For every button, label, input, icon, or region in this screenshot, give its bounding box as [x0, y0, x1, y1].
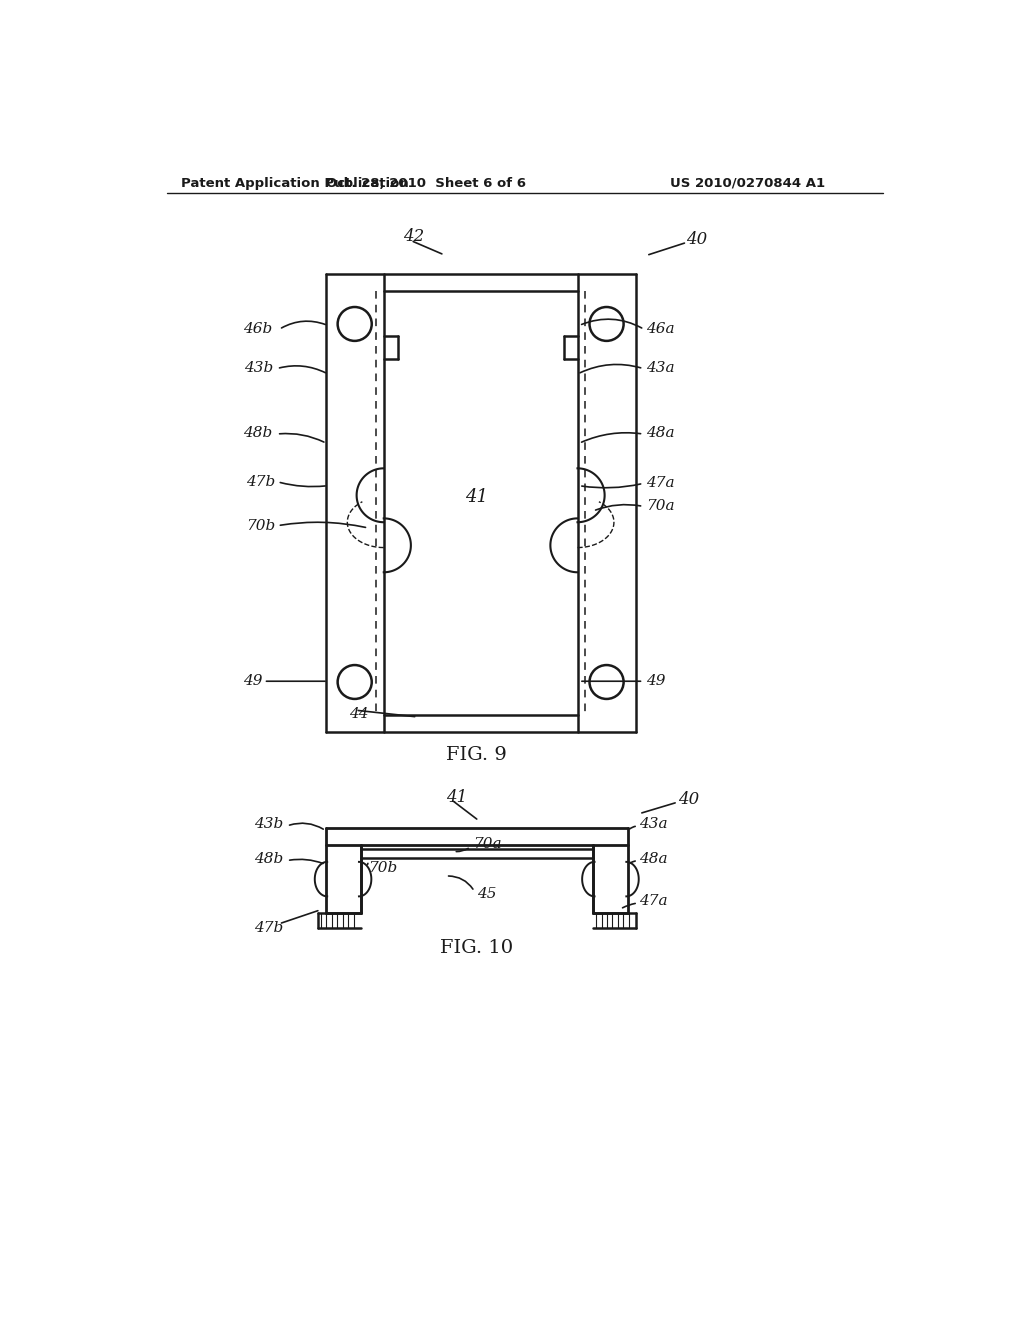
Text: 70b: 70b: [246, 519, 275, 533]
Text: 46b: 46b: [243, 322, 272, 337]
Text: 47b: 47b: [254, 921, 284, 936]
Text: Oct. 28, 2010  Sheet 6 of 6: Oct. 28, 2010 Sheet 6 of 6: [327, 177, 526, 190]
Text: 41: 41: [465, 488, 488, 506]
Text: 47a: 47a: [646, 477, 675, 490]
Text: 48b: 48b: [243, 426, 272, 441]
Text: 43a: 43a: [640, 817, 668, 832]
Text: 49: 49: [243, 675, 262, 688]
Text: US 2010/0270844 A1: US 2010/0270844 A1: [671, 177, 825, 190]
Text: 44: 44: [349, 708, 369, 721]
Text: 70b: 70b: [369, 862, 397, 875]
Text: 48a: 48a: [640, 853, 668, 866]
Text: 70a: 70a: [473, 837, 502, 850]
Text: 48b: 48b: [254, 853, 284, 866]
Text: 49: 49: [646, 675, 666, 688]
Text: 40: 40: [678, 791, 699, 808]
Text: 43b: 43b: [245, 360, 273, 375]
Text: 43a: 43a: [646, 360, 675, 375]
Text: 45: 45: [477, 887, 497, 900]
Text: 40: 40: [686, 231, 708, 248]
Text: FIG. 10: FIG. 10: [440, 939, 513, 957]
Text: FIG. 9: FIG. 9: [446, 746, 507, 764]
Text: Patent Application Publication: Patent Application Publication: [180, 177, 409, 190]
Text: 46a: 46a: [646, 322, 675, 337]
Text: 47b: 47b: [246, 475, 275, 488]
Text: 42: 42: [403, 228, 424, 246]
Text: 70a: 70a: [646, 499, 675, 513]
Text: 47a: 47a: [640, 895, 668, 908]
Text: 41: 41: [445, 789, 467, 807]
Text: 48a: 48a: [646, 426, 675, 441]
Text: 43b: 43b: [254, 817, 284, 832]
